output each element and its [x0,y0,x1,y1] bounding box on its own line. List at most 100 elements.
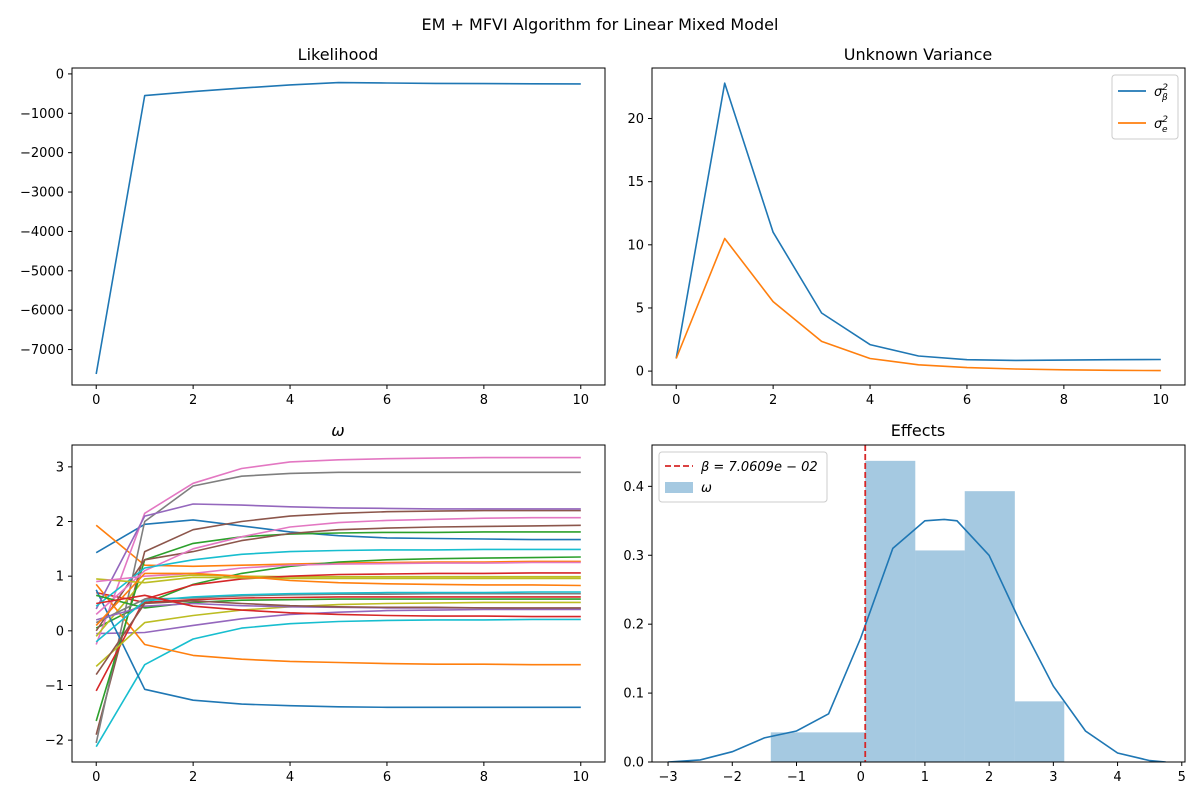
effects-axes-frame [651,444,1186,763]
y-tick-label: −7000 [20,343,64,358]
series-line-23 [95,591,581,643]
legend-subscript: e [1162,125,1168,135]
likelihood-title: Likelihood [298,45,379,64]
legend-subscript: β [1161,93,1168,103]
series-line-9 [95,618,581,748]
kde-line [668,518,1166,762]
series-line-21 [96,576,581,584]
legend-label: σ2 β [1154,83,1168,103]
series-line-1 [95,524,581,568]
series-line-11 [95,583,581,666]
x-tick-label: 0 [672,393,680,408]
x-tick-label: 6 [963,393,971,408]
y-tick-label: 1 [56,570,64,585]
figure-suptitle: EM + MFVI Algorithm for Linear Mixed Mod… [422,15,779,34]
y-tick-label: 0.4 [623,480,644,495]
legend-box [658,451,828,503]
unknown-variance-plot-area [675,82,1161,372]
x-tick-label: −1 [787,770,806,785]
series-line-12 [95,531,581,722]
series-line-6 [95,456,581,645]
y-tick-label: −4000 [20,225,64,240]
x-tick-label: 5 [1178,770,1186,785]
x-tick-label: 6 [383,393,391,408]
x-tick-label: −2 [723,770,742,785]
legend-label-beta: β = 7.0609e − 02 [700,460,818,475]
series-line-27 [96,594,581,618]
histogram-bar [964,491,1015,762]
x-tick-label: 0 [92,393,100,408]
omega-axes-frame [71,444,606,763]
x-tick-label: 2 [189,770,197,785]
histogram-bar [770,732,866,762]
series-line-13 [95,572,581,692]
x-tick-label: 10 [572,770,589,785]
omega-title: ω [331,421,344,440]
histogram-bar [1014,701,1065,762]
series-line-24 [96,561,581,583]
y-tick-label: −5000 [20,264,64,279]
x-tick-label: 8 [480,770,488,785]
histogram-bar [865,460,916,762]
series-line-25 [95,572,581,626]
y-tick-label: 5 [636,301,644,316]
x-tick-label: 10 [572,393,589,408]
y-tick-label: 0.1 [623,687,644,702]
x-tick-label: 8 [1060,393,1068,408]
x-tick-label: 6 [383,770,391,785]
x-tick-label: 0 [857,770,865,785]
x-tick-label: 3 [1049,770,1057,785]
y-tick-label: 3 [56,460,64,475]
y-tick-label: 2 [56,515,64,530]
x-tick-label: 10 [1152,393,1169,408]
unknown-variance-axes-frame [651,67,1186,386]
y-tick-label: −1000 [20,107,64,122]
histogram-bar [915,550,965,762]
y-tick-label: −2000 [20,146,64,161]
y-tick-label: −3000 [20,186,64,201]
series-line-14 [95,503,581,610]
series-line-8 [95,574,581,637]
y-tick-label: 0.0 [623,756,644,771]
likelihood-panel: Likelihood 0 2 4 6 8 10 0 −1000 −2000 −3000 −4000 −… [20,45,606,408]
likelihood-axes-frame [71,67,606,386]
x-tick-label: 2 [189,393,197,408]
unknown-variance-title: Unknown Variance [844,45,992,64]
y-tick-label: −6000 [20,304,64,319]
legend-label-omega: ω [701,481,712,496]
effects-plot-area [668,445,1166,762]
series-line-0 [95,81,581,375]
x-tick-label: 4 [866,393,874,408]
effects-title: Effects [891,421,945,440]
series-line-4 [96,608,581,635]
series-line-18 [95,601,581,667]
legend-label: σ2 e [1154,115,1168,135]
series-line-7 [95,471,581,744]
variance-legend: σ2 β σ2 e [1111,74,1179,140]
series-line-15 [95,524,581,632]
y-tick-label: −2 [45,734,64,749]
unknown-variance-panel: Unknown Variance 0 2 4 6 8 10 0 5 10 15 20 σ2 β σ2 e [627,45,1186,408]
legend-box [1111,74,1179,140]
x-tick-label: 2 [769,393,777,408]
y-tick-label: 0.3 [623,549,644,564]
y-tick-label: 0 [636,365,644,380]
effects-panel: Effects −3 −2 −1 0 1 2 3 4 5 0.0 0.1 0.2 0.3 0.4 β = 7… [623,421,1186,785]
series-line-19 [95,548,581,607]
series-line-26 [95,599,581,676]
series-line-5 [95,509,581,735]
x-tick-label: 1 [921,770,929,785]
legend-superscript: 2 [1162,83,1168,93]
series-line-3 [96,591,581,604]
legend-superscript: 2 [1162,115,1168,125]
series-line-1 [675,237,1161,372]
x-tick-label: 8 [480,393,488,408]
y-tick-label: −1 [45,679,64,694]
y-tick-label: 10 [627,238,644,253]
series-line-10 [95,589,581,709]
series-line-0 [95,519,581,554]
likelihood-plot-area [95,81,581,375]
y-tick-label: 15 [627,175,644,190]
